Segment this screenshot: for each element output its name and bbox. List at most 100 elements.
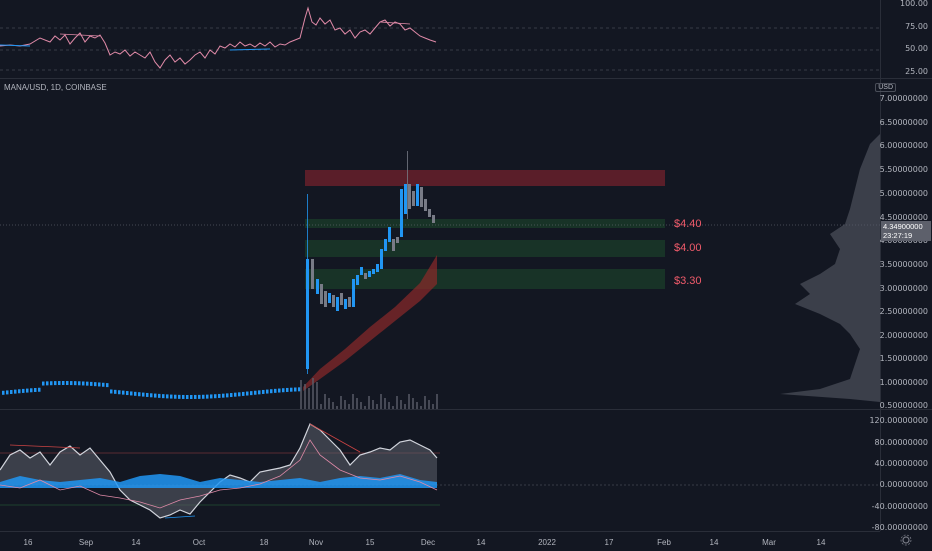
settings-icon[interactable]: [900, 534, 912, 546]
candle: [198, 394, 201, 399]
zone-400: [305, 240, 665, 257]
candle: [142, 392, 145, 397]
volume-bar: [388, 402, 390, 409]
oscillator-panel[interactable]: 120.00000000 80.00000000 40.00000000 0.0…: [0, 410, 932, 532]
osc-tick: 80.00000000: [874, 438, 928, 447]
candle: [246, 391, 249, 396]
candle: [146, 392, 149, 397]
time-tick: 15: [365, 538, 375, 547]
volume-bar: [404, 404, 406, 409]
time-axis[interactable]: 16 Sep 14 Oct 18 Nov 15 Dec 14 2022 17 F…: [0, 531, 880, 551]
volume-bar: [332, 402, 334, 409]
candle: [130, 391, 133, 396]
osc-tick: 0.00000000: [879, 480, 928, 489]
candle: [26, 388, 29, 393]
volume-bar: [300, 380, 302, 409]
panel-separator[interactable]: [0, 78, 932, 79]
price-tick: 3.00000000: [879, 284, 928, 293]
time-tick: Feb: [657, 538, 671, 547]
time-tick: Nov: [308, 538, 324, 547]
candle: [286, 387, 289, 392]
volume-bar: [344, 400, 346, 409]
candle: [182, 394, 185, 399]
price-tick: 5.50000000: [879, 165, 928, 174]
candle: [186, 394, 189, 399]
price-tick: 1.50000000: [879, 354, 928, 363]
candle: [86, 381, 89, 386]
zone-label-330: $3.30: [674, 275, 702, 287]
candle: [218, 393, 221, 398]
volume-bar: [352, 394, 354, 409]
candle: [258, 390, 261, 395]
candle: [214, 394, 217, 399]
oscillator-plot: [0, 423, 880, 519]
candle: [94, 382, 97, 387]
volume-bar: [340, 396, 342, 409]
volume-bar: [380, 394, 382, 409]
time-tick: Oct: [192, 538, 206, 547]
volume-bar: [360, 402, 362, 409]
volume-bar: [304, 384, 306, 409]
candle: [170, 394, 173, 399]
rsi-plot: [0, 6, 880, 71]
time-tick: Sep: [78, 538, 94, 547]
candle: [102, 382, 105, 387]
candle: [6, 390, 9, 395]
rsi-scale[interactable]: 100.00 75.00 50.00 25.00: [880, 0, 932, 78]
price-tick: 6.50000000: [879, 118, 928, 127]
candle: [278, 388, 281, 393]
candle: [22, 388, 25, 393]
candle: [166, 394, 169, 399]
candle: [210, 394, 213, 399]
price-tick: 7.00000000: [879, 94, 928, 103]
candle: [90, 381, 93, 386]
rsi-tick: 100.00: [900, 0, 928, 8]
price-scale[interactable]: USD 7.00000000 6.50000000 6.00000000 5.5…: [875, 79, 932, 410]
volume-bar: [392, 406, 394, 409]
candle: [266, 389, 269, 394]
panel-separator[interactable]: [0, 409, 932, 410]
candle: [162, 394, 165, 399]
time-tick: Dec: [420, 538, 436, 547]
candle: [38, 387, 41, 392]
candle: [66, 381, 69, 386]
rsi-panel[interactable]: 100.00 75.00 50.00 25.00: [0, 0, 932, 78]
candle: [250, 391, 253, 396]
price-tick: 2.50000000: [879, 307, 928, 316]
candle: [114, 389, 117, 394]
candle: [82, 381, 85, 386]
candle: [62, 381, 65, 386]
candle: [122, 390, 125, 395]
volume-bar: [328, 398, 330, 409]
volume-bar: [348, 404, 350, 409]
candle: [298, 387, 301, 392]
volume-bar: [320, 404, 322, 409]
time-tick: 18: [259, 538, 269, 547]
zone-330: [305, 269, 665, 289]
candle: [74, 381, 77, 386]
symbol-title: MANA/USD, 1D, COINBASE: [4, 83, 107, 92]
candle: [42, 381, 45, 386]
candle: [294, 387, 297, 392]
candle: [46, 381, 49, 386]
volume-bar: [416, 402, 418, 409]
currency-button[interactable]: USD: [875, 83, 896, 92]
candle: [254, 390, 257, 395]
candle: [10, 390, 13, 395]
candle: [190, 394, 193, 399]
candle: [174, 394, 177, 399]
volume-bar: [376, 404, 378, 409]
volume-bar: [432, 404, 434, 409]
time-tick: 2022: [538, 538, 556, 547]
candle: [238, 392, 241, 397]
price-panel[interactable]: MANA/USD, 1D, COINBASE USD 7.00000000 6.…: [0, 79, 932, 410]
candle: [290, 387, 293, 392]
volume-bar: [316, 382, 318, 409]
candle: [242, 391, 245, 396]
candle: [106, 383, 109, 388]
candle: [158, 393, 161, 398]
candle: [110, 389, 113, 394]
candle: [222, 393, 225, 398]
oscillator-scale[interactable]: 120.00000000 80.00000000 40.00000000 0.0…: [869, 410, 932, 532]
candle: [270, 389, 273, 394]
